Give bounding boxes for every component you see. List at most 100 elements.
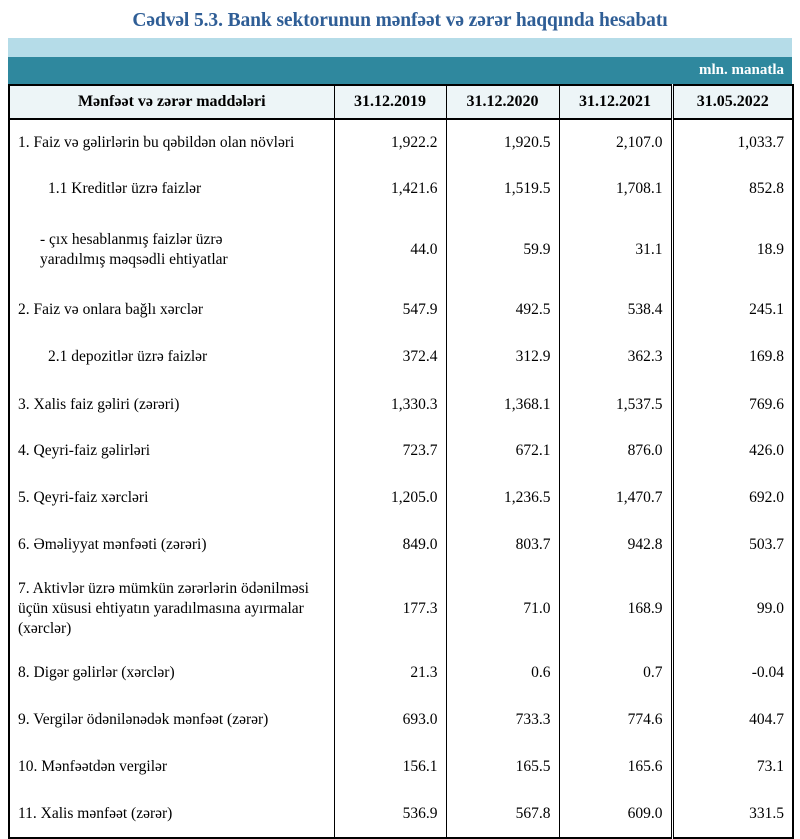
cell-v2021: 942.8	[559, 521, 673, 568]
cell-v2021: 876.0	[559, 428, 673, 474]
page-title-text: Cədvəl 5.3. Bank sektorunun mənfəət və z…	[132, 10, 668, 31]
cell-v2021: 362.3	[559, 333, 673, 381]
cell-v2020: 492.5	[446, 287, 560, 333]
row-label: 8. Digər gəlirlər (xərclər)	[9, 650, 335, 696]
cell-v2021: 2,107.0	[559, 119, 673, 165]
cell-v2022: 852.8	[670, 165, 793, 213]
cell-v2021: 0.7	[559, 650, 673, 696]
cell-v2021: 1,708.1	[559, 165, 673, 213]
cell-v2019: 1,205.0	[334, 474, 447, 521]
table-row: 1.1 Kreditlər üzrə faizlər 1,421.6 1,519.5…	[9, 165, 793, 213]
row-label: 4. Qeyri-faiz gəlirləri	[9, 428, 335, 474]
row-label: 9. Vergilər ödənilənədək mənfəət (zərər)	[9, 696, 335, 743]
banner-light-strip	[8, 38, 792, 57]
row-label: 1. Faiz və gəlirlərin bu qəbildən olan n…	[9, 119, 335, 165]
column-header-2019: 31.12.2019	[334, 85, 447, 120]
cell-v2019: 177.3	[334, 568, 447, 650]
cell-v2019: 1,922.2	[334, 119, 447, 165]
cell-v2022: 692.0	[670, 474, 793, 521]
cell-v2022: 18.9	[670, 213, 793, 287]
table-row: 10. Mənfəətdən vergilər 156.1 165.5 165.6 73…	[9, 743, 793, 790]
cell-v2020: 672.1	[446, 428, 560, 474]
table-row: 4. Qeyri-faiz gəlirləri 723.7 672.1 876.0 42…	[9, 428, 793, 474]
cell-v2019: 547.9	[334, 287, 447, 333]
cell-v2019: 1,330.3	[334, 381, 447, 428]
cell-v2020: 1,519.5	[446, 165, 560, 213]
row-label: 2. Faiz və onlara bağlı xərclər	[9, 287, 335, 333]
page-title: Cədvəl 5.3. Bank sektorunun mənfəət və z…	[0, 0, 800, 38]
row-label: 7. Aktivlər üzrə mümkün zərərlərin ödəni…	[9, 568, 335, 650]
table-header-row: Mənfəət və zərər maddələri 31.12.2019 31…	[9, 85, 793, 120]
cell-v2020: 312.9	[446, 333, 560, 381]
cell-v2020: 1,920.5	[446, 119, 560, 165]
profit-loss-table: Mənfəət və zərər maddələri 31.12.2019 31…	[8, 84, 794, 839]
cell-v2019: 44.0	[334, 213, 447, 287]
table-row: 3. Xalis faiz gəliri (zərəri) 1,330.3 1,36…	[9, 381, 793, 428]
cell-v2022: 331.5	[670, 790, 793, 838]
cell-v2020: 0.6	[446, 650, 560, 696]
column-header-2021: 31.12.2021	[559, 85, 673, 120]
row-label: 1.1 Kreditlər üzrə faizlər	[9, 165, 335, 213]
table-row: 2. Faiz və onlara bağlı xərclər 547.9 492.…	[9, 287, 793, 333]
cell-v2022: 503.7	[670, 521, 793, 568]
table-row: 9. Vergilər ödənilənədək mənfəət (zərər)…	[9, 696, 793, 743]
unit-label: mln. manatla	[698, 62, 784, 78]
cell-v2021: 609.0	[559, 790, 673, 838]
table-row: 6. Əməliyyat mənfəəti (zərəri) 849.0 803.7…	[9, 521, 793, 568]
table-row: 8. Digər gəlirlər (xərclər) 21.3 0.6 0.7 -0.…	[9, 650, 793, 696]
row-label: 6. Əməliyyat mənfəəti (zərəri)	[9, 521, 335, 568]
column-header-2022: 31.05.2022	[670, 85, 793, 120]
cell-v2019: 849.0	[334, 521, 447, 568]
cell-v2019: 21.3	[334, 650, 447, 696]
cell-v2019: 693.0	[334, 696, 447, 743]
row-label: 5. Qeyri-faiz xərcləri	[9, 474, 335, 521]
row-label: 2.1 depozitlər üzrə faizlər	[9, 333, 335, 381]
cell-v2022: 169.8	[670, 333, 793, 381]
cell-v2022: 426.0	[670, 428, 793, 474]
cell-v2021: 774.6	[559, 696, 673, 743]
cell-v2020: 803.7	[446, 521, 560, 568]
cell-v2022: 769.6	[670, 381, 793, 428]
table-body: 1. Faiz və gəlirlərin bu qəbildən olan n…	[9, 119, 793, 838]
column-header-item: Mənfəət və zərər maddələri	[9, 85, 335, 120]
row-label: - çıx hesablanmış faizlər üzrə yaradılmı…	[9, 213, 335, 287]
unit-banner: mln. manatla	[8, 38, 792, 84]
cell-v2022: 245.1	[670, 287, 793, 333]
table-row: - çıx hesablanmış faizlər üzrə yaradılmı…	[9, 213, 793, 287]
cell-v2022: -0.04	[670, 650, 793, 696]
table-row: 11. Xalis mənfəət (zərər) 536.9 567.8 609.0…	[9, 790, 793, 838]
cell-v2020: 567.8	[446, 790, 560, 838]
cell-v2020: 71.0	[446, 568, 560, 650]
table-header: Mənfəət və zərər maddələri 31.12.2019 31…	[9, 85, 793, 120]
cell-v2019: 536.9	[334, 790, 447, 838]
row-label: 10. Mənfəətdən vergilər	[9, 743, 335, 790]
cell-v2019: 1,421.6	[334, 165, 447, 213]
cell-v2021: 31.1	[559, 213, 673, 287]
column-header-2020: 31.12.2020	[446, 85, 560, 120]
table-row: 7. Aktivlər üzrə mümkün zərərlərin ödəni…	[9, 568, 793, 650]
cell-v2021: 165.6	[559, 743, 673, 790]
cell-v2022: 404.7	[670, 696, 793, 743]
row-label: 3. Xalis faiz gəliri (zərəri)	[9, 381, 335, 428]
cell-v2021: 168.9	[559, 568, 673, 650]
table-row: 5. Qeyri-faiz xərcləri 1,205.0 1,236.5 1,47…	[9, 474, 793, 521]
cell-v2020: 59.9	[446, 213, 560, 287]
cell-v2022: 99.0	[670, 568, 793, 650]
cell-v2021: 1,537.5	[559, 381, 673, 428]
cell-v2020: 1,368.1	[446, 381, 560, 428]
cell-v2020: 165.5	[446, 743, 560, 790]
cell-v2020: 1,236.5	[446, 474, 560, 521]
cell-v2022: 1,033.7	[670, 119, 793, 165]
report-table-wrap: Mənfəət və zərər maddələri 31.12.2019 31…	[8, 84, 794, 839]
cell-v2019: 156.1	[334, 743, 447, 790]
cell-v2021: 1,470.7	[559, 474, 673, 521]
cell-v2019: 723.7	[334, 428, 447, 474]
table-row: 1. Faiz və gəlirlərin bu qəbildən olan n…	[9, 119, 793, 165]
banner-teal-strip: mln. manatla	[8, 57, 792, 84]
cell-v2019: 372.4	[334, 333, 447, 381]
cell-v2020: 733.3	[446, 696, 560, 743]
cell-v2021: 538.4	[559, 287, 673, 333]
table-row: 2.1 depozitlər üzrə faizlər 372.4 312.9 362…	[9, 333, 793, 381]
row-label: 11. Xalis mənfəət (zərər)	[9, 790, 335, 838]
